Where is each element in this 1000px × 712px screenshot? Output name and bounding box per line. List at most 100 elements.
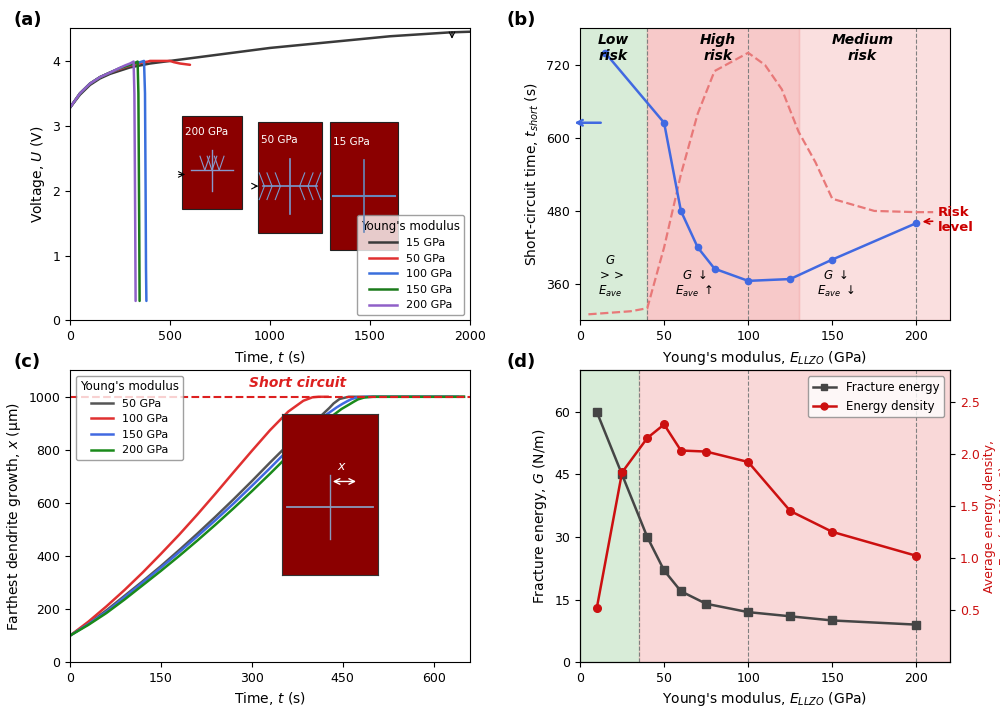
Text: Short circuit: Short circuit (249, 376, 346, 389)
100 GPa (264, 426, 276, 434)
15 GPa (244, 46, 256, 55)
Line: 50 GPa: 50 GPa (70, 61, 190, 108)
100 GPa (84, 79, 96, 88)
100 GPa (116, 63, 128, 72)
Energy density (641, 434, 653, 442)
200 GPa (319, 417, 331, 426)
200 GPa (348, 397, 360, 406)
Bar (580, 370, 639, 662)
Y-axis label: Average energy density,
$E_{ave}$ (×10⁶N/m²): Average energy density, $E_{ave}$ (×10⁶N… (982, 440, 1000, 592)
Energy density (742, 458, 754, 466)
50 GPa (137, 577, 149, 585)
15 GPa (164, 57, 176, 66)
100 GPa (246, 446, 258, 455)
200 GPa (112, 64, 124, 73)
200 GPa (428, 392, 440, 401)
Text: Low
risk: Low risk (598, 33, 629, 63)
Bar (799, 28, 950, 320)
150 GPa (361, 392, 373, 401)
50 GPa (174, 59, 186, 68)
100 GPa (306, 393, 318, 402)
150 GPa (452, 392, 464, 401)
Text: (c): (c) (14, 352, 41, 371)
150 GPa (191, 532, 203, 540)
200 GPa (264, 469, 276, 478)
Energy density (700, 447, 712, 456)
200 GPa (64, 103, 76, 112)
100 GPa (136, 57, 148, 66)
Energy density (616, 468, 628, 477)
Line: 50 GPa: 50 GPa (70, 397, 464, 636)
Y-axis label: Voltage, $U$ (V): Voltage, $U$ (V) (29, 125, 47, 224)
15 GPa (94, 74, 106, 83)
Bar (647, 28, 799, 320)
50 GPa (144, 57, 156, 66)
100 GPa (209, 489, 221, 498)
Line: 100 GPa: 100 GPa (70, 397, 328, 636)
Legend: 50 GPa, 100 GPa, 150 GPa, 200 GPa: 50 GPa, 100 GPa, 150 GPa, 200 GPa (76, 376, 183, 460)
100 GPa (124, 61, 136, 69)
200 GPa (130, 297, 142, 305)
15 GPa (224, 49, 236, 58)
Text: $G$
$>>$
$E_{ave}$: $G$ $>>$ $E_{ave}$ (597, 253, 624, 299)
100 GPa (82, 617, 94, 626)
150 GPa (346, 394, 358, 403)
X-axis label: Young's modulus, $E_{LLZO}$ (GPa): Young's modulus, $E_{LLZO}$ (GPa) (662, 691, 868, 708)
50 GPa (300, 423, 312, 431)
15 GPa (64, 103, 76, 112)
Text: (a): (a) (14, 11, 42, 29)
Bar (258, 122, 322, 233)
Line: 150 GPa: 150 GPa (70, 61, 140, 301)
50 GPa (246, 477, 258, 486)
150 GPa (82, 620, 94, 629)
100 GPa (119, 586, 131, 595)
Fracture energy (700, 600, 712, 608)
Fracture energy (784, 612, 796, 621)
100 GPa (191, 511, 203, 519)
Line: 200 GPa: 200 GPa (70, 397, 464, 636)
200 GPa (119, 61, 131, 70)
150 GPa (246, 482, 258, 491)
150 GPa (119, 593, 131, 602)
Y-axis label: Fracture energy, $G$ (N/m): Fracture energy, $G$ (N/m) (531, 429, 549, 604)
100 GPa (137, 568, 149, 577)
50 GPa (343, 392, 355, 401)
200 GPa (64, 632, 76, 640)
200 GPa (173, 552, 185, 560)
50 GPa (156, 57, 168, 66)
Energy density (910, 552, 922, 560)
150 GPa (282, 446, 294, 454)
15 GPa (124, 63, 136, 72)
100 GPa (312, 392, 324, 401)
Line: 150 GPa: 150 GPa (70, 397, 458, 636)
150 GPa (84, 79, 96, 88)
Text: High
risk: High risk (700, 33, 736, 63)
50 GPa (104, 68, 116, 77)
100 GPa (104, 68, 116, 77)
50 GPa (191, 530, 203, 538)
Line: 15 GPa: 15 GPa (70, 32, 470, 108)
Fracture energy (826, 616, 838, 624)
50 GPa (209, 513, 221, 521)
50 GPa (154, 57, 166, 66)
50 GPa (82, 619, 94, 628)
50 GPa (397, 392, 409, 401)
100 GPa (64, 103, 76, 112)
200 GPa (82, 621, 94, 629)
150 GPa (100, 607, 112, 616)
200 GPa (94, 73, 106, 81)
50 GPa (148, 57, 160, 66)
150 GPa (209, 516, 221, 525)
50 GPa (164, 57, 176, 66)
15 GPa (324, 38, 336, 46)
150 GPa (128, 59, 140, 68)
Bar (580, 28, 647, 320)
50 GPa (184, 61, 196, 69)
50 GPa (160, 57, 172, 66)
100 GPa (138, 57, 150, 66)
Text: (b): (b) (506, 11, 535, 29)
150 GPa (74, 89, 86, 98)
100 GPa (155, 550, 167, 558)
50 GPa (100, 606, 112, 614)
Line: Energy density: Energy density (593, 421, 920, 612)
